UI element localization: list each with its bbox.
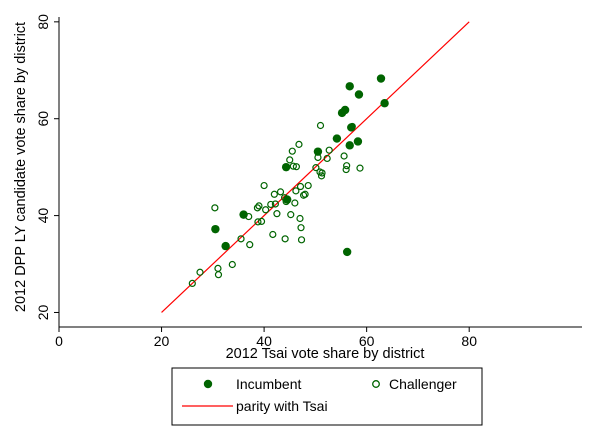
incumbent-point bbox=[332, 134, 342, 143]
challenger-point bbox=[273, 210, 281, 218]
challenger-point bbox=[296, 182, 305, 191]
incumbent-point bbox=[281, 162, 291, 172]
incumbent-point bbox=[313, 147, 323, 156]
incumbent-point bbox=[342, 247, 352, 257]
challenger-point bbox=[281, 235, 289, 243]
challenger-point bbox=[292, 187, 300, 195]
challenger-point bbox=[317, 172, 326, 180]
challenger-point bbox=[237, 235, 245, 243]
challenger-point bbox=[340, 152, 348, 160]
challenger-point bbox=[228, 260, 236, 269]
legend: Incumbent Challenger parity with Tsai bbox=[171, 367, 483, 426]
incumbent-point bbox=[376, 74, 386, 83]
y-tick-label: 80 bbox=[35, 14, 51, 30]
challenger-point bbox=[342, 165, 350, 174]
incumbent-point bbox=[345, 82, 354, 91]
parity-line bbox=[161, 21, 470, 313]
challenger-point bbox=[296, 214, 304, 223]
legend-incumbent-marker bbox=[203, 379, 213, 389]
challenger-point bbox=[271, 200, 279, 208]
challenger-point bbox=[270, 190, 278, 198]
challenger-point bbox=[267, 200, 275, 209]
legend-parity-label: parity with Tsai bbox=[236, 398, 328, 414]
challenger-point bbox=[286, 156, 294, 164]
y-tick-label: 60 bbox=[35, 111, 51, 127]
challenger-point bbox=[188, 279, 196, 288]
y-axis-title: 2012 DPP LY candidate vote share by dist… bbox=[13, 22, 29, 312]
x-tick-label: 80 bbox=[461, 333, 477, 349]
challenger-point bbox=[253, 204, 262, 212]
incumbent-point bbox=[282, 195, 292, 204]
x-tick-label: 0 bbox=[55, 333, 63, 349]
challenger-point bbox=[287, 211, 295, 219]
incumbent-point bbox=[211, 224, 220, 234]
challenger-point bbox=[276, 188, 285, 196]
x-tick-label: 60 bbox=[359, 333, 375, 349]
challenger-point bbox=[316, 121, 325, 130]
challenger-point bbox=[262, 206, 270, 214]
challenger-point bbox=[291, 199, 299, 207]
y-tick-label: 20 bbox=[35, 304, 51, 320]
challenger-point bbox=[246, 241, 254, 249]
challenger-point bbox=[257, 217, 266, 226]
x-tick-label: 20 bbox=[154, 333, 170, 349]
legend-challenger-label: Challenger bbox=[389, 376, 457, 392]
incumbent-point bbox=[345, 141, 354, 150]
challenger-point bbox=[211, 204, 219, 212]
challenger-point bbox=[297, 236, 306, 244]
x-axis-ticks: 0 20 40 60 80 bbox=[55, 327, 477, 349]
legend-challenger-marker bbox=[372, 380, 380, 388]
incumbent-point bbox=[221, 241, 230, 251]
challenger-point bbox=[255, 202, 263, 210]
challenger-point bbox=[292, 163, 301, 171]
challenger-point bbox=[312, 164, 320, 172]
data-points bbox=[188, 74, 389, 288]
challenger-point bbox=[196, 268, 204, 276]
incumbent-point bbox=[353, 137, 363, 146]
y-axis-ticks: 20 40 60 80 bbox=[35, 14, 59, 320]
challenger-point bbox=[323, 154, 331, 163]
legend-box bbox=[171, 367, 483, 426]
y-tick-label: 40 bbox=[35, 208, 51, 224]
challenger-point bbox=[356, 164, 364, 172]
incumbent-point bbox=[347, 123, 356, 132]
incumbent-point bbox=[354, 90, 364, 99]
challenger-point bbox=[304, 181, 312, 190]
incumbent-point bbox=[239, 210, 248, 219]
challenger-point bbox=[318, 169, 326, 177]
challenger-point bbox=[301, 190, 309, 198]
incumbent-point bbox=[340, 105, 350, 115]
x-tick-label: 40 bbox=[256, 333, 272, 349]
legend-incumbent-label: Incumbent bbox=[236, 376, 301, 392]
challenger-point bbox=[254, 218, 262, 226]
challenger-point bbox=[260, 181, 268, 190]
challenger-point bbox=[295, 140, 303, 148]
challenger-point bbox=[297, 224, 305, 232]
challenger-point bbox=[343, 162, 351, 170]
challenger-point bbox=[269, 230, 277, 239]
challenger-point bbox=[325, 146, 333, 154]
incumbent-point bbox=[380, 99, 389, 108]
x-axis-title: 2012 Tsai vote share by district bbox=[226, 346, 425, 362]
challenger-point bbox=[288, 147, 296, 155]
challenger-point bbox=[289, 162, 297, 170]
challenger-point bbox=[214, 271, 223, 279]
